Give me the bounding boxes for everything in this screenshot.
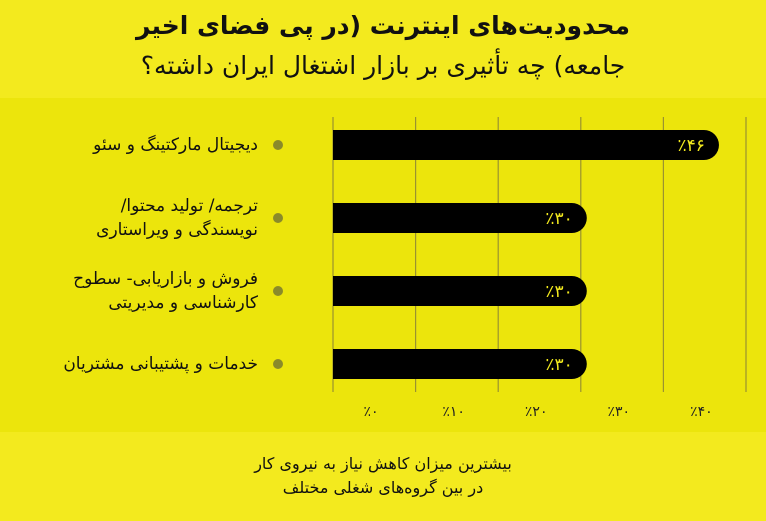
category-bullet (273, 286, 283, 296)
category-bullet (273, 359, 283, 369)
tick-label: ٪۳۰ (608, 404, 631, 420)
bar (333, 130, 719, 160)
title-bold: محدودیت‌های اینترنت (369, 11, 631, 40)
bar-value-label: ٪۳۰ (545, 209, 572, 229)
bar (333, 276, 587, 306)
title-rest: (در پی فضای اخیر (135, 11, 370, 40)
footer-line2: در بین گروه‌های شغلی مختلف (282, 478, 484, 497)
tick-label: ٪۱۰ (442, 404, 465, 420)
bar (333, 203, 587, 233)
chart-title: محدودیت‌های اینترنت (در پی فضای اخیر جام… (0, 6, 766, 86)
bar-value-label: ٪۴۶ (678, 136, 705, 156)
category-label: ترجمه/ تولید محتوا/ نویسندگی و ویراستاری (96, 196, 258, 240)
category-label: دیجیتال مارکتینگ و سئو (93, 135, 258, 155)
category-bullet (273, 140, 283, 150)
bar-value-label: ٪۳۰ (545, 355, 572, 375)
bar-value-label: ٪۳۰ (545, 282, 572, 302)
title-line2: جامعه) چه تأثیری بر بازار اشتغال ایران د… (140, 51, 626, 80)
bar (333, 349, 587, 379)
tick-label: ٪۰ (363, 404, 378, 420)
category-label: خدمات و پشتیبانی مشتریان (63, 354, 258, 374)
tick-label: ٪۴۰ (690, 404, 713, 420)
category-bullet (273, 213, 283, 223)
chart-footer: بیشترین میزان کاهش نیاز به نیروی کار در … (0, 452, 766, 500)
footer-line1: بیشترین میزان کاهش نیاز به نیروی کار (254, 454, 512, 473)
tick-label: ٪۲۰ (525, 404, 548, 420)
category-label: فروش و بازاریابی- سطوح کارشناسی و مدیریت… (73, 269, 258, 313)
